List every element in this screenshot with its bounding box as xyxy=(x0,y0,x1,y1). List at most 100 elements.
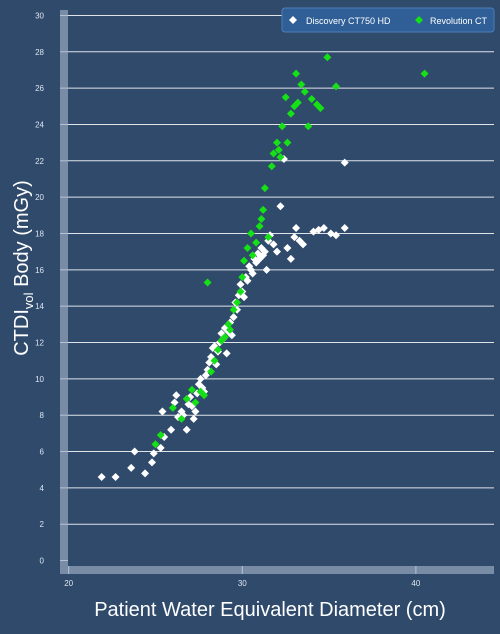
y-tick-label: 22 xyxy=(35,157,44,166)
data-point xyxy=(229,313,238,322)
data-point xyxy=(323,53,332,62)
data-point xyxy=(141,469,150,478)
y-tick-label: 6 xyxy=(40,448,45,457)
data-point xyxy=(196,374,205,383)
data-point xyxy=(276,202,285,211)
y-axis-label-main: CTDI xyxy=(11,309,33,356)
data-point xyxy=(127,463,136,472)
y-tick-label: 12 xyxy=(35,339,44,348)
data-point xyxy=(182,425,191,434)
data-point xyxy=(420,69,429,78)
data-point xyxy=(281,93,290,102)
data-point xyxy=(260,184,269,193)
x-axis-line xyxy=(60,566,494,574)
legend-box xyxy=(281,7,495,33)
data-point xyxy=(332,231,341,240)
data-point xyxy=(259,205,268,214)
y-tick-label: 30 xyxy=(35,11,44,20)
grid-lines xyxy=(60,10,494,566)
data-point xyxy=(240,293,249,302)
data-point xyxy=(274,145,283,154)
data-point xyxy=(255,222,264,231)
data-point xyxy=(340,158,349,167)
y-tick-label: 20 xyxy=(35,193,44,202)
y-tick-label: 18 xyxy=(35,229,44,238)
legend-label-revolution: Revolution CT xyxy=(430,16,488,26)
data-point xyxy=(240,256,249,265)
data-point xyxy=(243,244,252,253)
data-point xyxy=(210,356,219,365)
data-point xyxy=(156,431,165,440)
y-axis-line xyxy=(60,10,68,566)
data-point xyxy=(238,273,247,282)
axes xyxy=(60,10,494,574)
data-point xyxy=(213,345,222,354)
data-point xyxy=(97,472,106,481)
data-point xyxy=(177,414,186,423)
data-points xyxy=(97,53,429,481)
data-point xyxy=(248,251,257,260)
y-tick-label: 8 xyxy=(40,411,45,420)
data-point xyxy=(111,472,120,481)
y-tick-label: 28 xyxy=(35,48,44,57)
y-axis-label: CTDIvol Body (mGy) xyxy=(11,180,36,356)
data-point xyxy=(299,240,308,249)
data-point xyxy=(332,82,341,91)
data-point xyxy=(319,224,328,233)
y-tick-label: 26 xyxy=(35,84,44,93)
y-tick-label: 0 xyxy=(40,557,45,566)
data-point xyxy=(236,280,245,289)
data-point xyxy=(292,224,301,233)
data-point xyxy=(222,349,231,358)
data-point xyxy=(273,247,281,256)
y-axis-label-sub: vol xyxy=(21,292,36,309)
y-tick-label: 16 xyxy=(35,266,44,275)
data-point xyxy=(307,95,316,104)
data-point xyxy=(220,333,229,342)
data-point xyxy=(269,149,278,158)
data-point xyxy=(297,80,306,89)
data-point xyxy=(148,458,157,467)
y-axis-label-rest: Body (mGy) xyxy=(11,180,33,292)
data-point xyxy=(316,104,325,113)
data-point xyxy=(252,238,261,247)
y-tick-label: 2 xyxy=(40,520,45,529)
data-point xyxy=(203,278,212,287)
data-point xyxy=(276,153,285,162)
data-point xyxy=(264,233,273,242)
data-point xyxy=(167,425,176,434)
y-tick-label: 14 xyxy=(35,302,44,311)
data-point xyxy=(172,391,181,400)
data-point xyxy=(293,98,302,107)
data-point xyxy=(149,449,158,458)
data-point xyxy=(243,276,252,285)
data-point xyxy=(130,447,139,456)
legend-marker-revolution xyxy=(415,16,423,24)
data-point xyxy=(267,162,276,171)
data-point xyxy=(191,398,200,407)
y-tick-label: 10 xyxy=(35,375,44,384)
data-point xyxy=(278,122,287,131)
data-point xyxy=(187,385,196,394)
data-point xyxy=(290,233,299,242)
data-point xyxy=(158,407,167,416)
data-point xyxy=(304,122,313,131)
x-tick-label: 30 xyxy=(238,579,247,588)
x-tick-label: 20 xyxy=(64,579,73,588)
data-point xyxy=(191,407,200,416)
data-point xyxy=(168,403,177,412)
data-point xyxy=(292,69,301,78)
legend-label-discovery: Discovery CT750 HD xyxy=(306,16,391,26)
data-point xyxy=(340,224,349,233)
data-point xyxy=(229,305,238,314)
data-point xyxy=(286,254,295,263)
data-point xyxy=(182,394,191,403)
data-point xyxy=(283,138,292,147)
y-tick-label: 24 xyxy=(35,120,44,129)
data-point xyxy=(262,265,271,274)
data-point xyxy=(151,440,160,449)
data-point xyxy=(236,287,245,296)
data-point xyxy=(300,87,309,96)
